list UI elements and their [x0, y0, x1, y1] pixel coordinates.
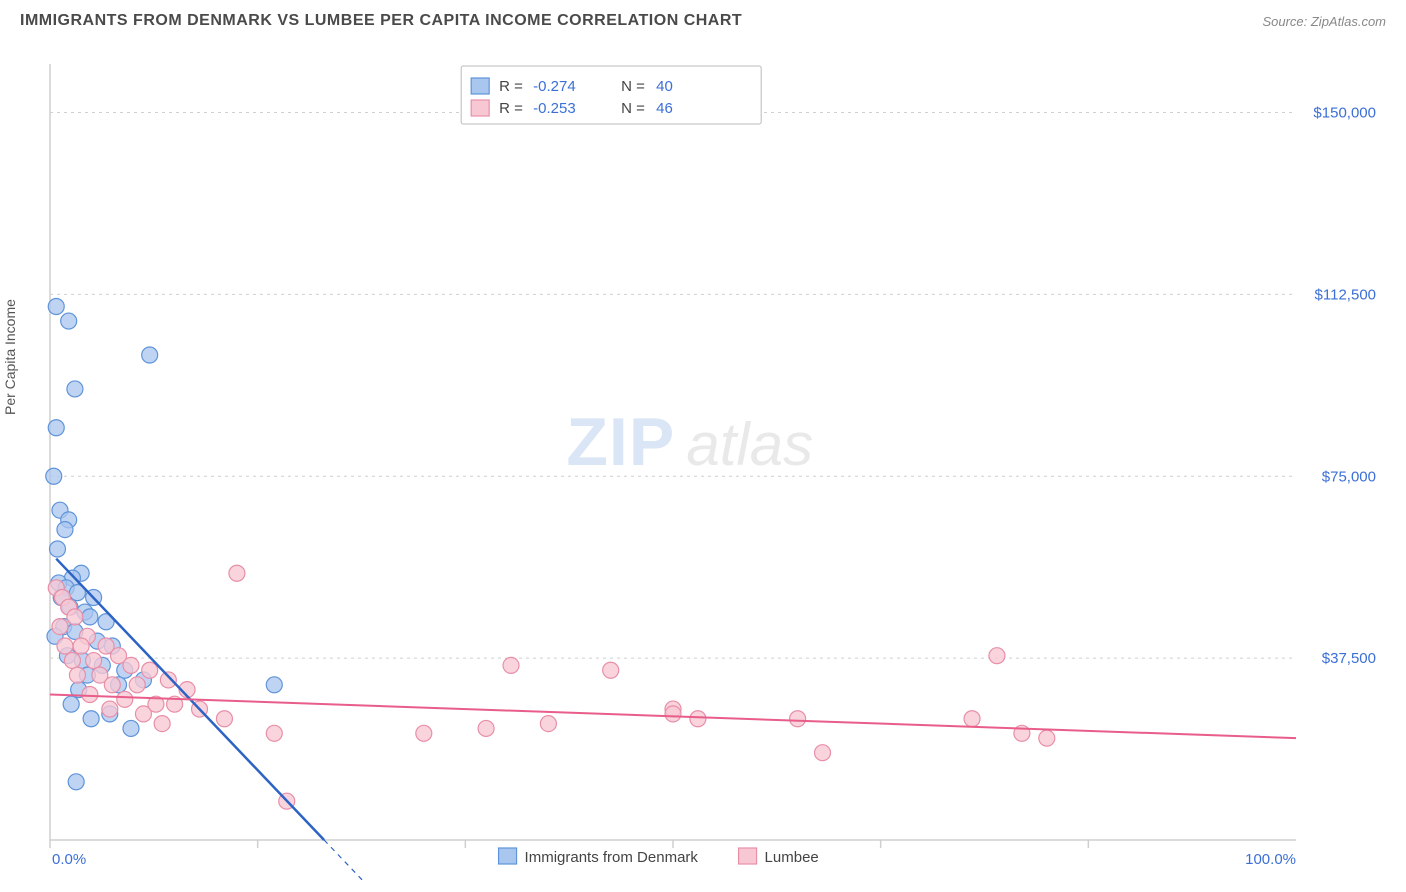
y-tick-label: $75,000 [1322, 468, 1376, 485]
chart-container: IMMIGRANTS FROM DENMARK VS LUMBEE PER CA… [0, 0, 1406, 892]
data-point [104, 677, 120, 693]
y-tick-label: $112,500 [1315, 286, 1376, 303]
scatter-plot-svg: $37,500 $75,000 $112,500 $150,000 ZIPatlas R … [20, 50, 1386, 880]
data-point [142, 662, 158, 678]
data-point [73, 638, 89, 654]
data-point [790, 711, 806, 727]
data-point [82, 609, 98, 625]
chart-title: IMMIGRANTS FROM DENMARK VS LUMBEE PER CA… [20, 12, 742, 30]
data-point [63, 696, 79, 712]
data-point [135, 706, 151, 722]
data-point [540, 716, 556, 732]
legend-r-label: R = [499, 78, 523, 95]
data-point [478, 720, 494, 736]
legend-n-label: N = [621, 78, 645, 95]
y-tick-label: $37,500 [1322, 650, 1376, 667]
data-point [46, 468, 62, 484]
y-axis-label: Per Capita Income [2, 299, 18, 415]
data-point [57, 638, 73, 654]
series-legend-swatch [499, 848, 517, 864]
data-point [266, 725, 282, 741]
data-point [64, 653, 80, 669]
data-point [1039, 730, 1055, 746]
data-point [129, 677, 145, 693]
data-point [154, 716, 170, 732]
header: IMMIGRANTS FROM DENMARK VS LUMBEE PER CA… [0, 0, 1406, 36]
series-legend-label: Immigrants from Denmark [525, 849, 699, 866]
data-point [69, 667, 85, 683]
data-point [123, 657, 139, 673]
data-point [48, 420, 64, 436]
x-min-label: 0.0% [52, 851, 86, 868]
data-point [67, 609, 83, 625]
legend-r-value: -0.253 [533, 100, 576, 117]
legend-swatch [471, 78, 489, 94]
y-tick-label: $150,000 [1313, 105, 1376, 122]
legend-swatch [471, 100, 489, 116]
data-point [160, 672, 176, 688]
chart-area: Per Capita Income $37,500$75,000$112,500… [20, 50, 1386, 880]
data-point [117, 691, 133, 707]
legend-n-value: 46 [656, 100, 673, 117]
data-point [989, 648, 1005, 664]
data-point [266, 677, 282, 693]
data-point [216, 711, 232, 727]
series-legend-label: Lumbee [765, 849, 819, 866]
data-point [229, 565, 245, 581]
source-attribution: Source: ZipAtlas.com [1262, 14, 1386, 29]
legend-r-label: R = [499, 100, 523, 117]
data-point [964, 711, 980, 727]
data-point [416, 725, 432, 741]
data-point [68, 774, 84, 790]
data-point [57, 522, 73, 538]
trend-line-extension [324, 840, 424, 880]
series-legend-swatch [739, 848, 757, 864]
watermark-icon: atlas [686, 411, 813, 478]
data-point [142, 347, 158, 363]
legend-r-value: -0.274 [533, 78, 576, 95]
data-point [67, 381, 83, 397]
data-point [83, 711, 99, 727]
data-point [665, 706, 681, 722]
data-point [86, 653, 102, 669]
legend-n-value: 40 [656, 78, 673, 95]
x-max-label: 100.0% [1245, 851, 1296, 868]
data-point [82, 687, 98, 703]
data-point [690, 711, 706, 727]
data-point [503, 657, 519, 673]
data-point [815, 745, 831, 761]
data-point [61, 313, 77, 329]
data-point [52, 619, 68, 635]
data-point [48, 299, 64, 315]
data-point [603, 662, 619, 678]
data-point [123, 720, 139, 736]
data-point [49, 541, 65, 557]
legend-n-label: N = [621, 100, 645, 117]
watermark-icon: ZIP [566, 404, 675, 480]
data-point [102, 701, 118, 717]
